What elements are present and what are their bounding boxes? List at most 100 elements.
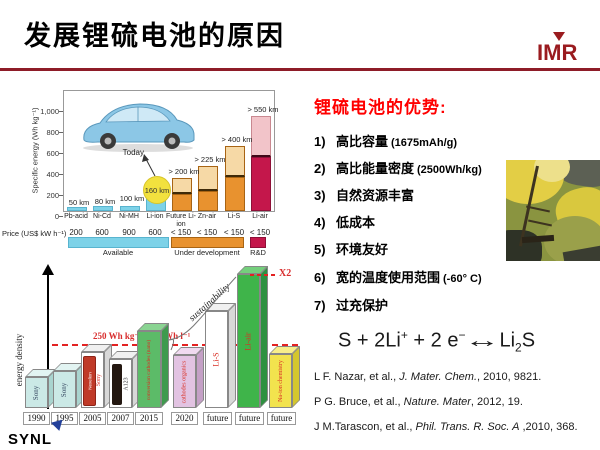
synl-logo: SYNL [8,431,53,448]
bar-pb-acid [67,207,87,211]
price-value: 600 [148,228,162,237]
legend-swatch-rd [250,237,266,248]
ytick-mark [59,174,63,175]
price-value: < 150 [223,228,245,237]
reference-3: J M.Tarascon, et al., Phil. Trans. R. So… [314,421,578,433]
year-box: future [203,412,232,425]
year-box: future [267,412,296,425]
energy-density-roadmap-chart: energy density 250 Wh kg⁻¹ , 800 Wh l⁻¹ … [0,264,310,450]
legend-swatch-available [68,237,169,248]
range-label: 80 km [94,197,116,206]
ytick-mark [59,195,63,196]
crane-crossbar [528,219,552,227]
range-label: > 225 km [194,155,226,164]
range-label: > 550 km [247,105,279,114]
bar-2015-conversion-cathodes: conversion cathodes (nano) [137,323,169,408]
ytick-mark [59,132,63,133]
bar-li-air-solid [251,157,271,211]
threshold-dashed-line [52,344,298,346]
bar-zn-air-projected [198,166,218,191]
sulfur-photo-region [534,160,570,182]
advantage-item: 5) 环境友好 [314,242,389,257]
sulfur-mine-photo [506,160,600,261]
bar-ni-cd [93,206,113,211]
today-annotation: Today [122,148,144,157]
advantage-item: 6) 宽的温度使用范围 (-60° C) [314,270,482,285]
category-label: Future Li-ion [166,213,196,229]
today-arrow-icon [142,154,156,177]
category-label: Li-S [227,213,241,220]
category-label: Pb-acid [64,213,88,220]
header-divider [0,68,600,71]
category-label: Ni-MH [119,213,139,220]
ytick-mark [59,111,63,112]
sustainability-curve [168,274,276,351]
year-box: 1995 [51,412,78,425]
double-arrow-icon: ↔ [464,329,501,352]
ytick: 600 [46,149,59,158]
bar-1995-sony: Sony [53,363,84,408]
bar-ni-mh [120,206,140,211]
range-label: 50 km [68,198,90,207]
top-chart-plot-area: 50 km 80 km 100 km > 200 km > 225 km > 4… [63,90,279,212]
advantage-item: 7) 过充保护 [314,298,389,313]
bar-future-li-ion-projected [172,178,192,194]
price-value: 600 [95,228,109,237]
slide-title: 发展锂硫电池的原因 [24,21,285,51]
ytick: 1,000 [40,107,59,116]
range-label: > 200 km [168,167,200,176]
price-axis-label: Price (US$ kW h⁻¹) [2,229,67,238]
battery-nexelion: Nexelion [83,356,96,406]
bar-li-air-projected [251,116,271,157]
category-label: Li-ion [146,213,164,220]
bar-future-li-s: Li-S [205,303,236,408]
price-value: < 150 [170,228,192,237]
y-axis-arrow-icon [42,264,54,275]
imr-logo-text: IMR [537,40,578,65]
ytick: 800 [46,128,59,137]
range-label: > 400 km [221,135,253,144]
advantage-item: 2) 高比能量密度 (2500Wh/kg) [314,161,482,176]
year-box: 2020 [171,412,198,425]
range-label: 100 km [119,194,145,203]
ytick: 200 [46,191,59,200]
price-value: < 150 [196,228,218,237]
range-vs-energy-chart: Specific energy (Wh kg⁻¹) 0 200 400 600 … [2,84,305,266]
bar-2020-organic-cathodes: cathodes organics [173,347,204,408]
year-box: 2005 [79,412,106,425]
ytick-mark [59,153,63,154]
year-box: 1990 [23,412,50,425]
price-value: 900 [122,228,136,237]
legend-label: Under development [174,248,240,257]
reference-1: L F. Nazar, et al., J. Mater. Chem., 201… [314,371,542,383]
ytick: 0 [54,212,59,221]
advantages-heading: 锂硫电池的优势: [314,98,447,117]
y-axis-line [47,272,49,409]
imr-logo: IMR [537,32,578,66]
bar-li-s-solid [225,177,245,211]
price-value: < 150 [249,228,271,237]
bar-future-na-ion: Na-ion chemistry [269,346,300,408]
bar-future-li-air: Li-air [237,266,268,408]
year-box: future [235,412,264,425]
legend-label: Available [102,248,134,257]
bar-2005-nexelion: Nexelion Sony [81,344,112,408]
imr-triangle-icon [553,32,565,41]
electric-car-illustration [83,103,195,152]
advantage-item: 1) 高比容量 (1675mAh/g) [314,134,458,149]
ytick-mark [59,216,63,217]
advantage-item: 3) 自然资源丰富 [314,188,415,203]
bar-2007-a123: A123 [109,351,140,408]
price-value: 200 [69,228,83,237]
legend-swatch-under-development [171,237,244,248]
legend-label: R&D [250,248,266,257]
bar-zn-air-solid [198,191,218,211]
x2-annotation: X2 [279,268,292,279]
ytick: 400 [46,170,59,179]
reference-2: P G. Bruce, et al., Nature. Mater, 2012,… [314,396,523,408]
year-box: 2007 [107,412,134,425]
category-label: Ni-Cd [93,213,111,220]
range-circle-160km: 160 km [143,176,171,204]
bar-1990-sony: Sony [25,369,56,408]
